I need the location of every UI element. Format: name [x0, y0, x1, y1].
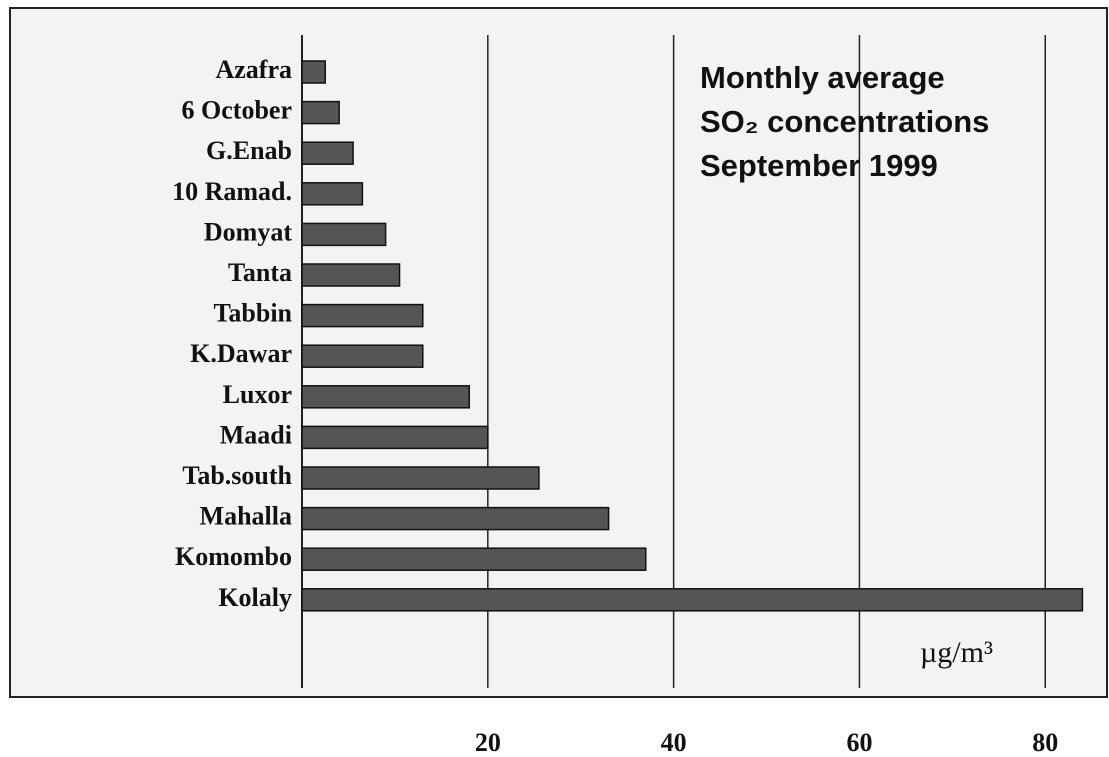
- bar: [301, 303, 424, 328]
- bar: [301, 100, 340, 125]
- title-block: Monthly average SO₂ concentrations Septemb…: [700, 60, 989, 183]
- category-label: Maadi: [220, 420, 292, 449]
- category-label: 6 October: [182, 96, 292, 125]
- bar: [301, 182, 364, 206]
- plot-frame: [9, 7, 1108, 698]
- category-label: Komombo: [175, 542, 292, 571]
- category-label: Tab.south: [182, 461, 292, 490]
- bar: [301, 547, 647, 571]
- category-label: Tanta: [228, 258, 292, 287]
- bar: [301, 466, 540, 490]
- x-tick-label: 80: [1032, 728, 1058, 757]
- category-label: Domyat: [204, 217, 292, 246]
- bar: [301, 263, 401, 287]
- category-label: 10 Ramad.: [172, 177, 292, 206]
- x-tick-label: 40: [661, 728, 687, 757]
- category-label: Azafra: [215, 55, 292, 84]
- x-tick-label: 20: [475, 728, 501, 757]
- bar: [301, 60, 326, 84]
- chart-title: SO₂ concentrations: [700, 104, 989, 139]
- category-label: Tabbin: [213, 299, 292, 328]
- category-label: Kolaly: [218, 583, 292, 612]
- bar: [301, 222, 387, 247]
- bar: [301, 141, 354, 165]
- unit-label: µg/m³: [920, 636, 993, 669]
- category-label: Luxor: [223, 380, 292, 409]
- bar: [301, 506, 610, 531]
- category-label: Mahalla: [200, 502, 292, 531]
- bar: [301, 385, 470, 409]
- chart-title: September 1999: [700, 148, 938, 183]
- bar: [301, 344, 424, 368]
- category-label: K.Dawar: [190, 339, 292, 368]
- bar: [301, 588, 1084, 612]
- category-label: G.Enab: [206, 136, 292, 165]
- x-tick-label: 60: [846, 728, 872, 757]
- chart-title: Monthly average: [700, 60, 945, 95]
- bar: [301, 425, 489, 450]
